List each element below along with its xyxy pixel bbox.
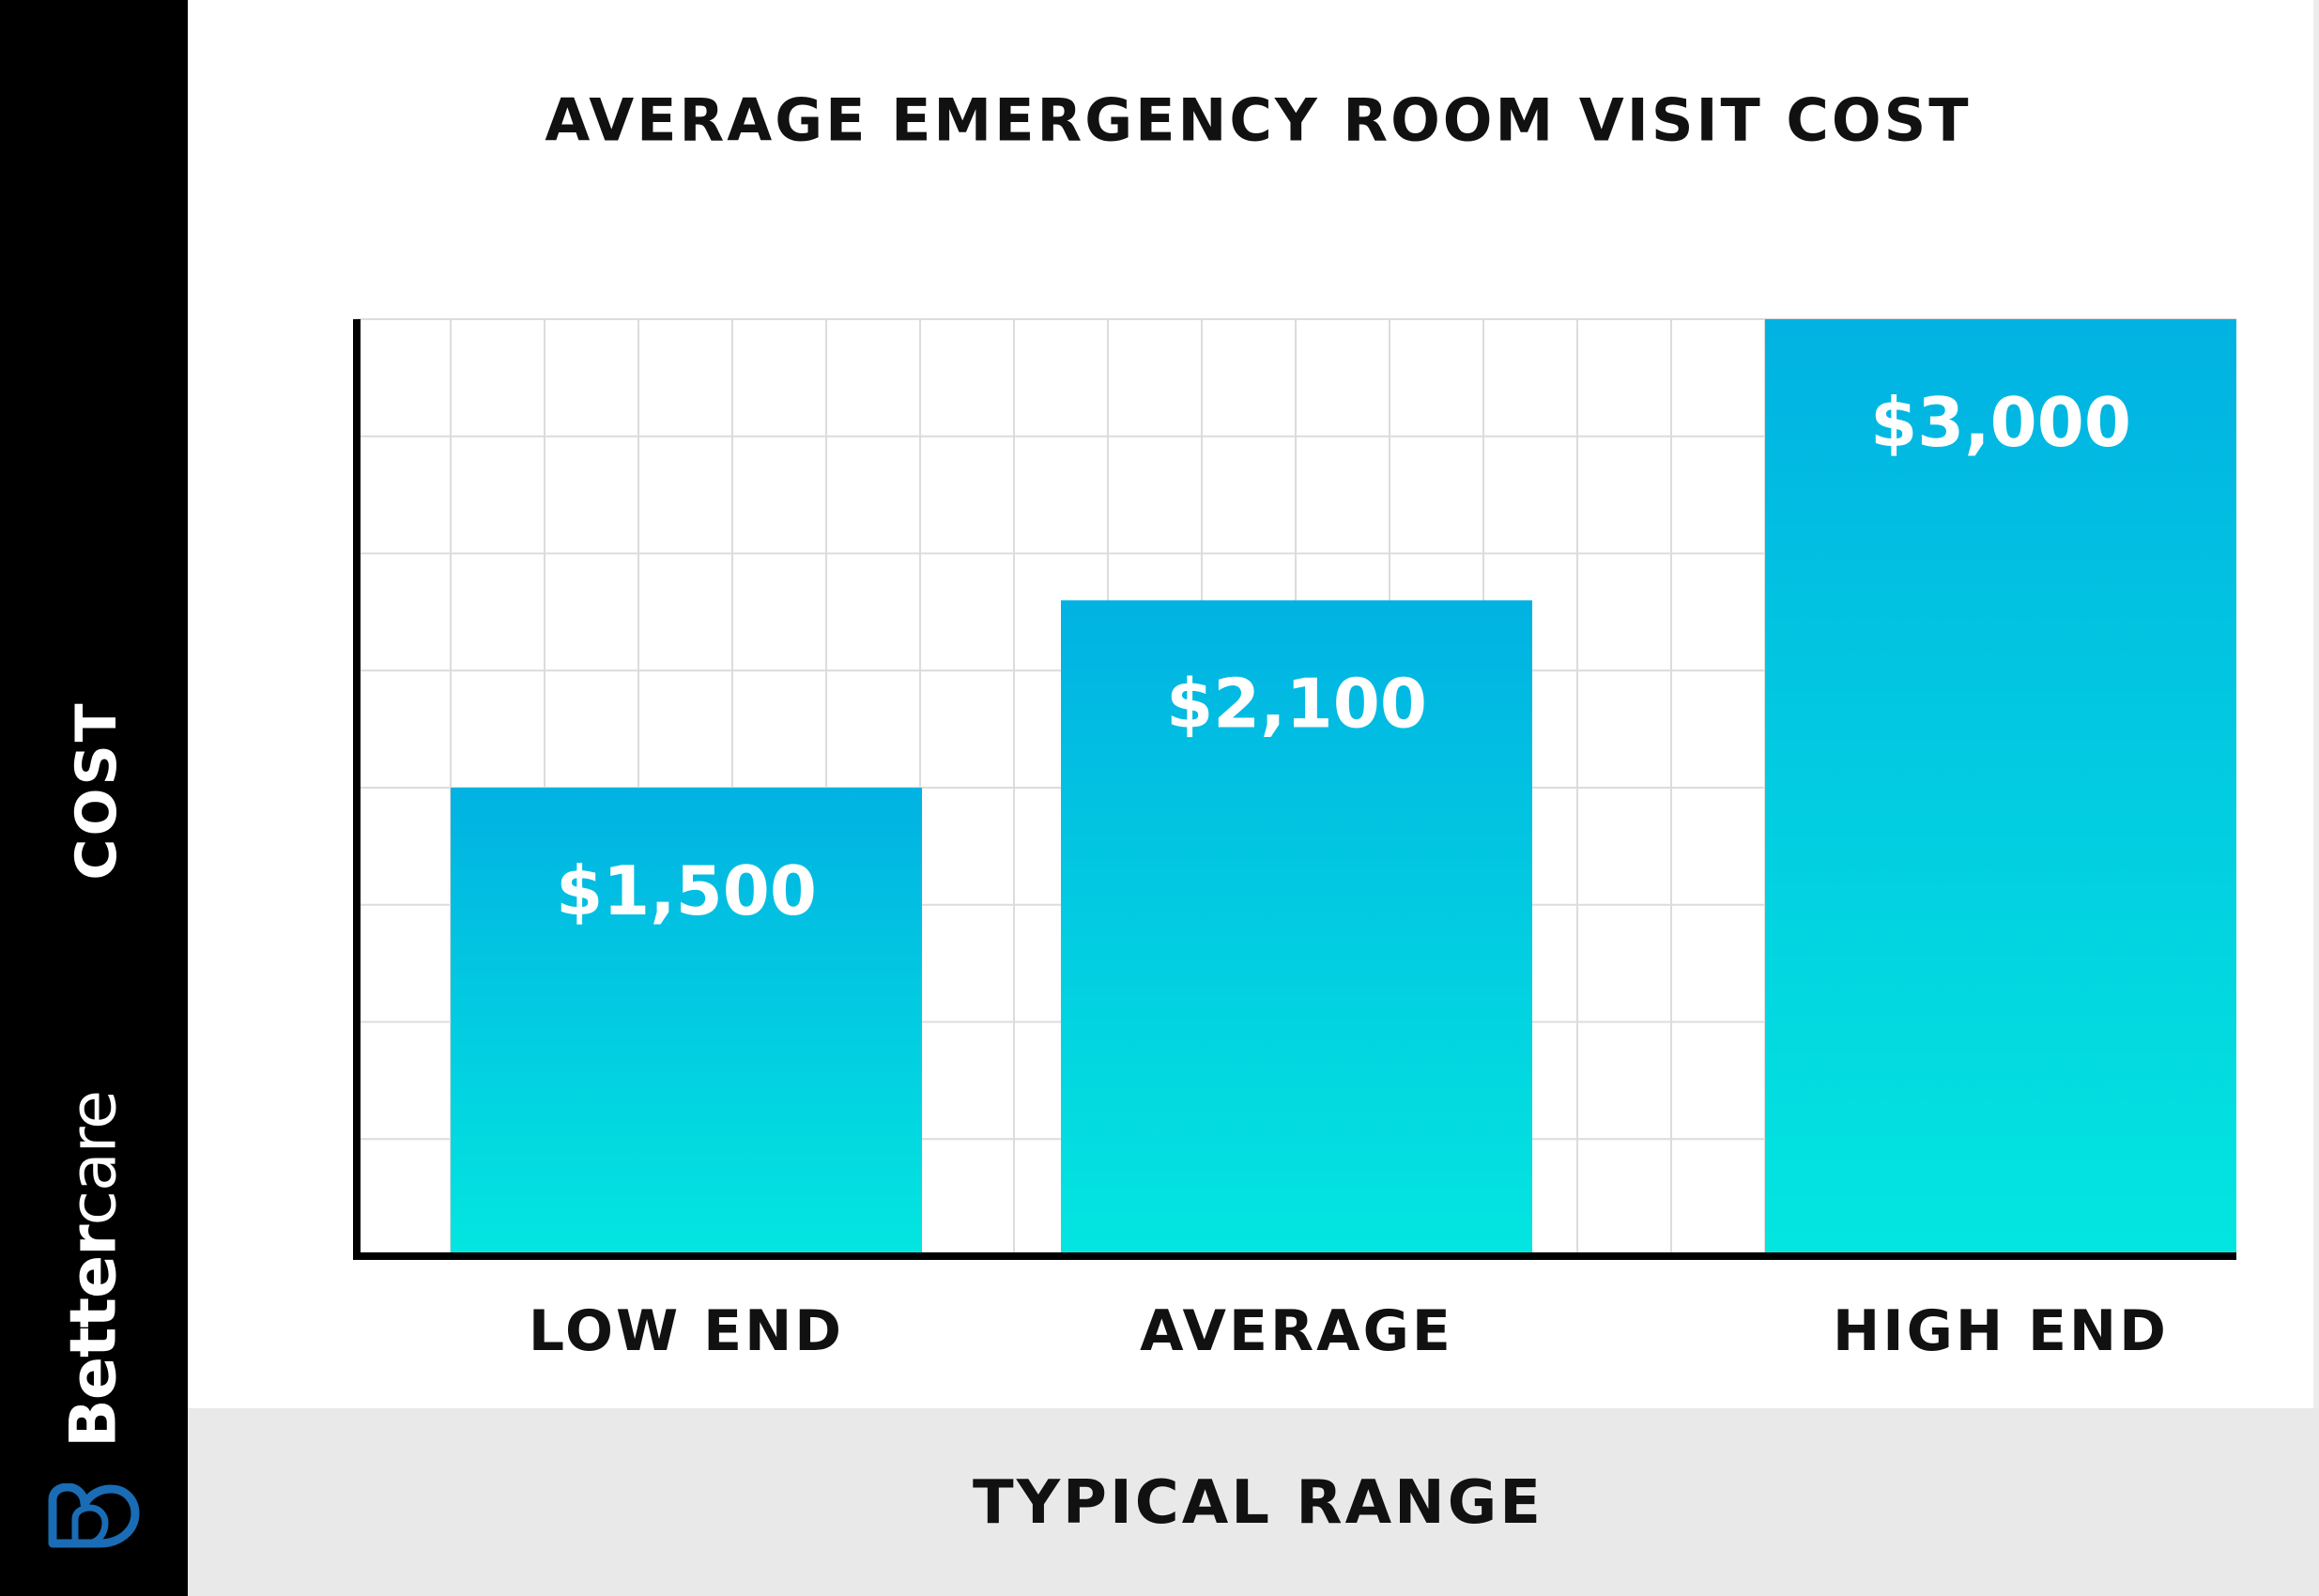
bar-value-label: $3,000: [1870, 383, 2131, 462]
axes: [353, 319, 2236, 1260]
labels: $1,500 LOW END $2,100 AVERAGE $3,000 HIGH END: [529, 383, 2169, 1364]
x-tick-label: HIGH END: [1833, 1298, 2169, 1364]
heart-b-logo-icon: [48, 1483, 140, 1548]
x-axis-label: TYPICAL RANGE: [973, 1468, 1543, 1538]
sidebar: COST Bettercare: [0, 0, 188, 1596]
bar-value-label: $1,500: [556, 852, 817, 930]
bar: [1061, 600, 1532, 1256]
x-tick-label: LOW END: [529, 1298, 844, 1364]
bar-chart-plot: $1,500 LOW END $2,100 AVERAGE $3,000 HIGH END: [353, 318, 2236, 1364]
bar-value-label: $2,100: [1166, 664, 1427, 743]
bar: [451, 788, 922, 1256]
bars: [451, 319, 2236, 1256]
bar: [1765, 319, 2236, 1256]
x-tick-label: AVERAGE: [1140, 1298, 1453, 1364]
x-axis-band: [188, 1408, 2319, 1596]
right-edge-border: [2313, 0, 2319, 1408]
chart-title: AVERAGE EMERGENCY ROOM VISIT COST: [545, 85, 1972, 155]
